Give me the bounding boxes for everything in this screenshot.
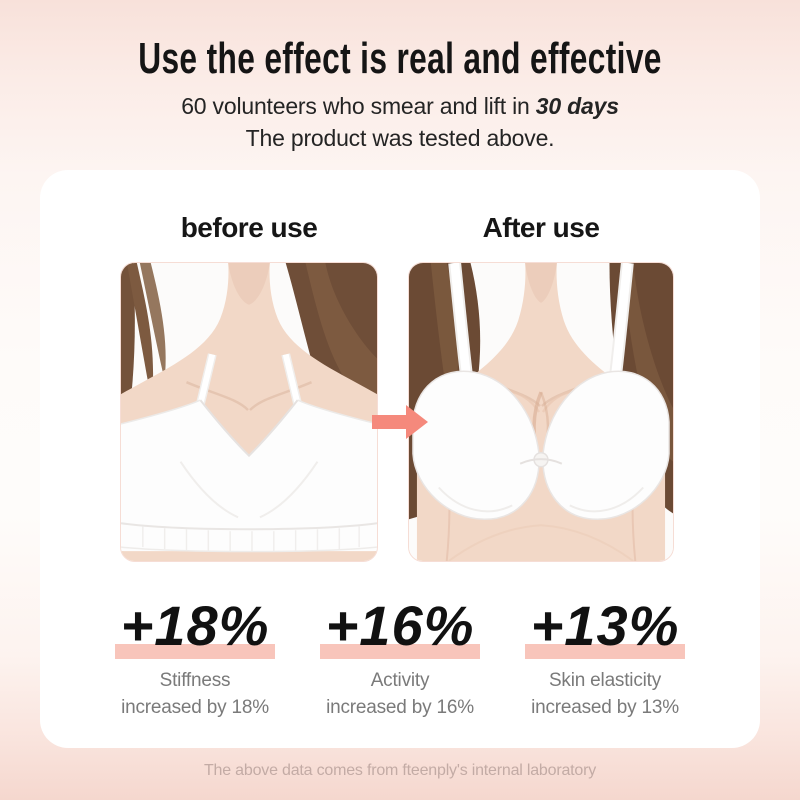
stat-item-stiffness: +18% Stiffness increased by 18% (85, 594, 305, 721)
stat-label: Skin elasticity increased by 13% (495, 667, 715, 721)
stat-label: Stiffness increased by 18% (85, 667, 305, 721)
stat-value: +16% (325, 594, 475, 657)
stat-metric: Skin elasticity (548, 670, 662, 691)
stat-value-wrap: +18% (114, 594, 276, 659)
footer-note: The above data comes from fteenply's int… (203, 762, 597, 779)
stat-detail: increased by 13% (531, 697, 679, 718)
stat-label: Activity increased by 16% (290, 667, 510, 721)
arrow-right-icon (372, 402, 428, 442)
stat-value-wrap: +13% (524, 594, 686, 659)
stat-highlight-bar (524, 644, 686, 659)
stat-item-activity: +16% Activity increased by 16% (290, 594, 510, 721)
page-title: Use the effect is real and effective (138, 34, 662, 83)
after-photo-illustration (409, 263, 673, 561)
after-photo (408, 262, 674, 562)
header-section: Use the effect is real and effective 60 … (0, 34, 800, 154)
after-label: After use (482, 212, 600, 243)
subtitle-highlight: 30 days (535, 93, 619, 119)
stat-value-wrap: +16% (319, 594, 481, 659)
stat-detail: increased by 18% (121, 697, 269, 718)
stat-highlight-bar (114, 644, 276, 659)
subtitle-line1: 60 volunteers who smear and lift in 30 d… (0, 90, 800, 122)
before-photo (120, 262, 378, 562)
subtitle-text: 60 volunteers who smear and lift in (181, 93, 536, 119)
subtitle-line2: The product was tested above. (245, 125, 555, 151)
stat-value: +13% (530, 594, 680, 657)
stat-value: +18% (120, 594, 270, 657)
stat-detail: increased by 16% (326, 697, 474, 718)
stat-item-skin-elasticity: +13% Skin elasticity increased by 13% (495, 594, 715, 721)
content-card: before use After use (40, 170, 760, 748)
stat-metric: Stiffness (159, 670, 231, 691)
before-photo-illustration (121, 263, 377, 561)
stat-highlight-bar (319, 644, 481, 659)
stat-metric: Activity (370, 670, 430, 691)
before-label: before use (180, 212, 318, 243)
